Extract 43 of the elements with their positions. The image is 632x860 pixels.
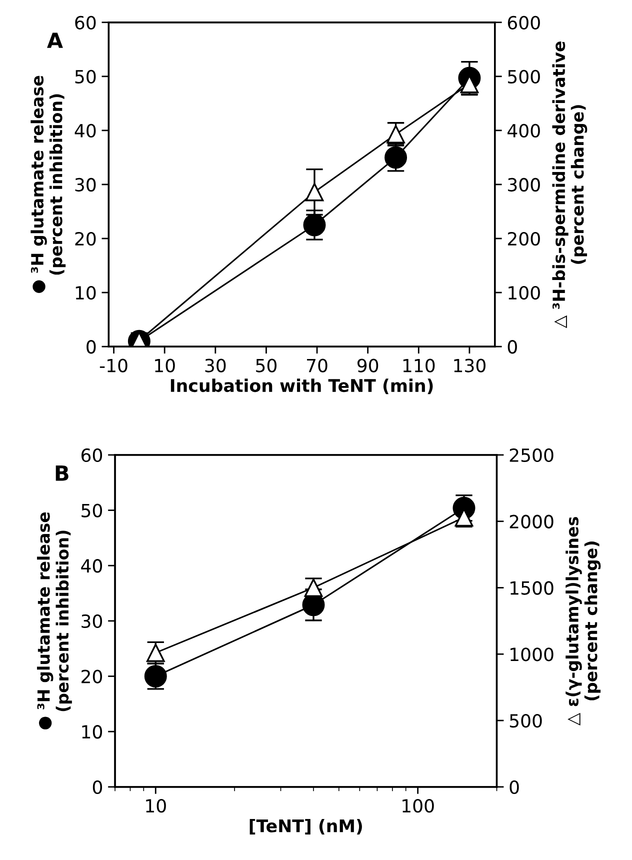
y-tick-label: 20	[82, 670, 102, 684]
x-tick-label: 90	[357, 358, 378, 372]
y2-tick-label: 2500	[510, 448, 554, 462]
y-tick-label: 30	[75, 178, 96, 192]
chart-title: B	[56, 466, 68, 481]
y-tick-label: 0	[92, 780, 102, 794]
y2-tick-label: 300	[508, 178, 540, 192]
y2-tick-label: 600	[508, 16, 540, 30]
y2-tick-label: 0	[510, 780, 519, 794]
y-tick-label: 10	[82, 725, 102, 739]
x-axis-title: [TeNT] (nM)	[250, 818, 362, 834]
y-tick-label: 10	[76, 286, 96, 300]
x-tick-label: 10	[155, 358, 175, 372]
y2-axis-title: △ ε(γ-glutamyl)lysines (percent change)	[566, 517, 601, 726]
y-axis-title: ● ³H glutamate release (percent inhibition)	[30, 76, 66, 293]
x-tick-label: 30	[205, 358, 226, 372]
y2-tick-label: 100	[508, 286, 540, 300]
y2-tick-label: 500	[508, 70, 540, 84]
y2-tick-label: 0	[508, 340, 517, 354]
y-tick-label: 40	[81, 559, 102, 573]
x-axis-title: Incubation with TeNT (min)	[170, 378, 433, 394]
x-tick-label: 130	[454, 358, 486, 372]
y2-tick-label: 2000	[510, 514, 554, 528]
y-tick-label: 20	[75, 232, 96, 246]
y-tick-label: 0	[86, 340, 96, 354]
y-tick-label: 50	[75, 70, 96, 84]
y2-tick-label: 200	[508, 232, 540, 246]
y-tick-label: 60	[75, 16, 96, 30]
y2-tick-label: 500	[510, 714, 542, 728]
y-tick-label: 30	[82, 614, 102, 628]
y-tick-label: 40	[74, 124, 96, 138]
x-tick-label: 50	[256, 358, 276, 372]
chart-title: A	[47, 32, 63, 48]
x-tick-label: -10	[100, 358, 128, 372]
y2-axis-title: △ ³H-bis-spermidine derivative (percent change)	[552, 42, 588, 328]
y-tick-label: 60	[82, 448, 102, 462]
y2-tick-label: 400	[508, 124, 540, 138]
x-tick-label: 110	[403, 358, 435, 372]
y-axis-title: ● ³H glutamate release (percent inhibition)	[36, 512, 72, 730]
y2-tick-label: 1500	[510, 581, 554, 595]
y2-tick-label: 1000	[510, 648, 554, 662]
x-tick-label: 70	[307, 358, 328, 372]
y-tick-label: 50	[82, 504, 102, 518]
